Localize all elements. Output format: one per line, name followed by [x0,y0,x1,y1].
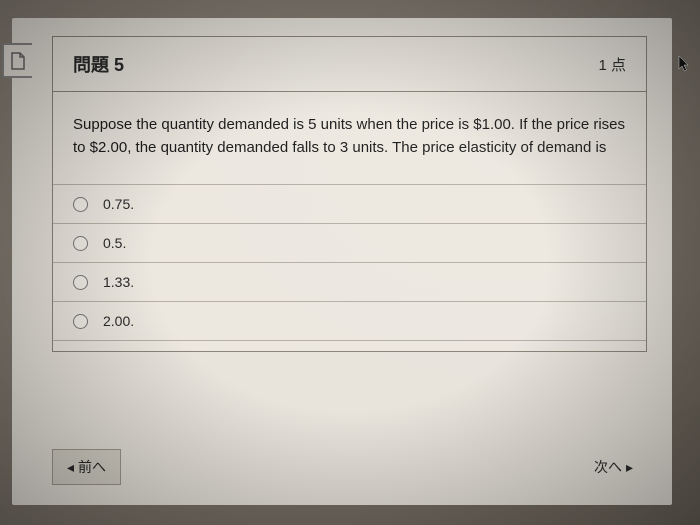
option-row[interactable]: 1.33. [53,262,646,301]
question-title: 問題 5 [73,51,124,77]
question-text: Suppose the quantity demanded is 5 units… [73,114,626,159]
next-label: 次へ [594,457,622,477]
option-label: 0.75. [103,196,134,212]
option-label: 0.5. [103,235,126,251]
prev-label: 前へ [78,457,106,477]
option-row[interactable]: 0.5. [53,223,646,262]
card-header: 問題 5 1 点 [53,37,646,92]
chevron-right-icon: ▸ [626,459,633,476]
radio-button[interactable] [73,236,88,251]
points-label: 1 点 [598,54,626,75]
option-row[interactable]: 0.75. [53,184,646,223]
radio-button[interactable] [73,314,88,329]
document-icon [10,52,26,70]
next-button[interactable]: 次へ ▸ [580,450,647,484]
option-row[interactable]: 2.00. [53,301,646,341]
question-card: 問題 5 1 点 Suppose the quantity demanded i… [52,36,647,352]
mouse-cursor-icon [678,55,692,73]
page-container: 問題 5 1 点 Suppose the quantity demanded i… [12,18,672,505]
option-label: 1.33. [103,274,134,290]
left-tab-icon[interactable] [2,43,32,78]
card-body: Suppose the quantity demanded is 5 units… [53,92,646,351]
prev-button[interactable]: ◂ 前へ [52,449,121,485]
nav-footer: ◂ 前へ 次へ ▸ [52,449,647,485]
radio-button[interactable] [73,275,88,290]
chevron-left-icon: ◂ [67,459,74,476]
options-list: 0.75. 0.5. 1.33. 2.00. [53,184,646,341]
option-label: 2.00. [103,313,134,329]
radio-button[interactable] [73,197,88,212]
